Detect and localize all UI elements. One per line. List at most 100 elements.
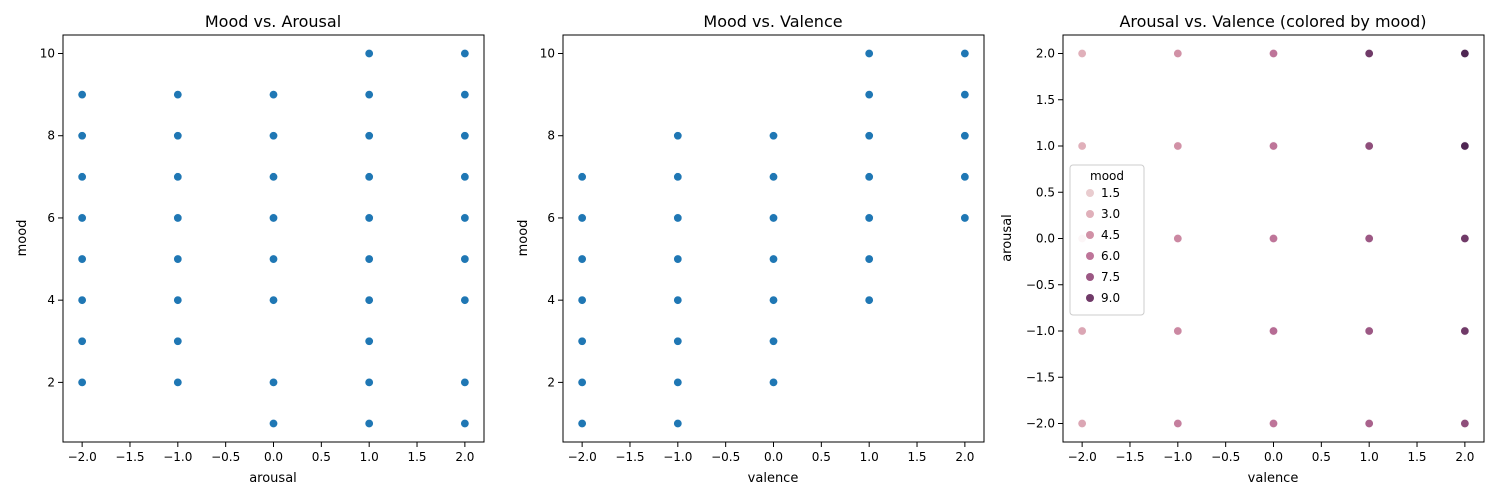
y-axis-ticks: 2 4 6 8 10: [540, 47, 563, 389]
y-tick-label: 2: [47, 375, 55, 389]
scatter-point: [173, 377, 183, 387]
scatter-point: [460, 172, 470, 182]
x-axis-ticks: −2.0 −1.5 −1.0 −0.5 0.0 0.5 1.0 1.5 2.0: [1068, 442, 1474, 464]
scatter-point: [77, 377, 87, 387]
x-tick-label: −1.0: [163, 450, 192, 464]
legend-marker: [1086, 273, 1094, 281]
x-tick-label: −2.0: [68, 450, 97, 464]
x-tick-label: −2.0: [568, 450, 597, 464]
scatter-point: [268, 418, 278, 428]
y-tick-label: 0.0: [1036, 232, 1055, 246]
x-tick-label: 1.0: [1360, 450, 1379, 464]
scatter-point: [673, 131, 683, 141]
x-tick-label: −2.0: [1068, 450, 1097, 464]
y-axis-label: mood: [15, 220, 30, 257]
x-tick-label: 1.5: [407, 450, 426, 464]
scatter-point: [173, 295, 183, 305]
scatter-point: [77, 213, 87, 223]
scatter-point: [864, 213, 874, 223]
x-tick-label: 1.0: [360, 450, 379, 464]
scatter-point: [1364, 48, 1374, 58]
scatter-point: [364, 90, 374, 100]
scatter-point: [460, 131, 470, 141]
scatter-point: [864, 172, 874, 182]
y-tick-label: 2: [547, 375, 555, 389]
scatter-point: [1173, 234, 1183, 244]
x-tick-label: −1.0: [1163, 450, 1192, 464]
scatter-point: [1269, 141, 1279, 151]
legend-marker: [1086, 252, 1094, 260]
scatter-point: [460, 48, 470, 58]
scatter-point: [268, 90, 278, 100]
scatter-point: [577, 336, 587, 346]
scatter-point: [460, 213, 470, 223]
y-tick-label: 4: [547, 293, 555, 307]
y-tick-label: 10: [40, 47, 55, 61]
scatter-point: [768, 213, 778, 223]
scatter-point: [577, 418, 587, 428]
scatter-point: [577, 254, 587, 264]
scatter-point: [768, 254, 778, 264]
x-tick-label: 0.0: [764, 450, 783, 464]
scatter-point: [1460, 48, 1470, 58]
y-tick-label: 4: [47, 293, 55, 307]
x-tick-label: 0.0: [1264, 450, 1283, 464]
x-tick-label: 1.5: [907, 450, 926, 464]
scatter-point: [673, 418, 683, 428]
scatter-point: [673, 377, 683, 387]
scatter-point: [864, 131, 874, 141]
scatter-point: [1269, 418, 1279, 428]
legend-label: 7.5: [1101, 270, 1120, 284]
scatter-point: [1173, 48, 1183, 58]
scatter-points: [577, 48, 970, 428]
scatter-point: [1077, 48, 1087, 58]
scatter-point: [864, 295, 874, 305]
scatter-point: [577, 377, 587, 387]
scatter-point: [173, 131, 183, 141]
x-tick-label: −0.5: [211, 450, 240, 464]
scatter-point: [1077, 418, 1087, 428]
x-axis-ticks: −2.0 −1.5 −1.0 −0.5 0.0 0.5 1.0 1.5 2.0: [568, 442, 974, 464]
scatter-point: [768, 336, 778, 346]
scatter-point: [864, 48, 874, 58]
x-tick-label: −0.5: [1211, 450, 1240, 464]
legend-marker: [1086, 231, 1094, 239]
scatter-point: [1269, 326, 1279, 336]
legend-label: 6.0: [1101, 249, 1120, 263]
scatter-point: [960, 90, 970, 100]
scatter-points: [1077, 48, 1470, 428]
y-tick-label: −2.0: [1026, 417, 1055, 431]
scatter-point: [364, 254, 374, 264]
scatter-point: [1269, 48, 1279, 58]
x-axis-label: valence: [748, 471, 799, 486]
x-axis-label: arousal: [249, 471, 297, 486]
y-axis-ticks: 2 4 6 8 10: [40, 47, 63, 389]
y-tick-label: 10: [540, 47, 555, 61]
y-tick-label: 0.5: [1036, 185, 1055, 199]
x-tick-label: 2.0: [1455, 450, 1474, 464]
scatter-point: [960, 213, 970, 223]
scatter-point: [1364, 234, 1374, 244]
scatter-point: [460, 90, 470, 100]
legend-marker: [1086, 210, 1094, 218]
scatter-point: [77, 295, 87, 305]
scatter-point: [1173, 326, 1183, 336]
x-tick-label: −1.5: [615, 450, 644, 464]
panel-arousal-vs-valence: Arousal vs. Valence (colored by mood) −2…: [1000, 12, 1485, 486]
x-axis-label: valence: [1248, 471, 1299, 486]
scatter-point: [1460, 418, 1470, 428]
scatter-point: [960, 48, 970, 58]
scatter-point: [1364, 326, 1374, 336]
scatter-point: [960, 131, 970, 141]
scatter-point: [364, 48, 374, 58]
scatter-point: [673, 254, 683, 264]
legend-marker: [1086, 189, 1094, 197]
y-tick-label: 8: [547, 129, 555, 143]
y-tick-label: 1.5: [1036, 93, 1055, 107]
y-axis-label: mood: [516, 220, 531, 257]
scatter-point: [364, 213, 374, 223]
scatter-point: [768, 172, 778, 182]
x-tick-label: 1.0: [860, 450, 879, 464]
panel-mood-vs-valence: Mood vs. Valence −2.0 −1.5 −1.0 −0.5 0.0 0.5 1…: [516, 12, 985, 486]
scatter-point: [1269, 234, 1279, 244]
